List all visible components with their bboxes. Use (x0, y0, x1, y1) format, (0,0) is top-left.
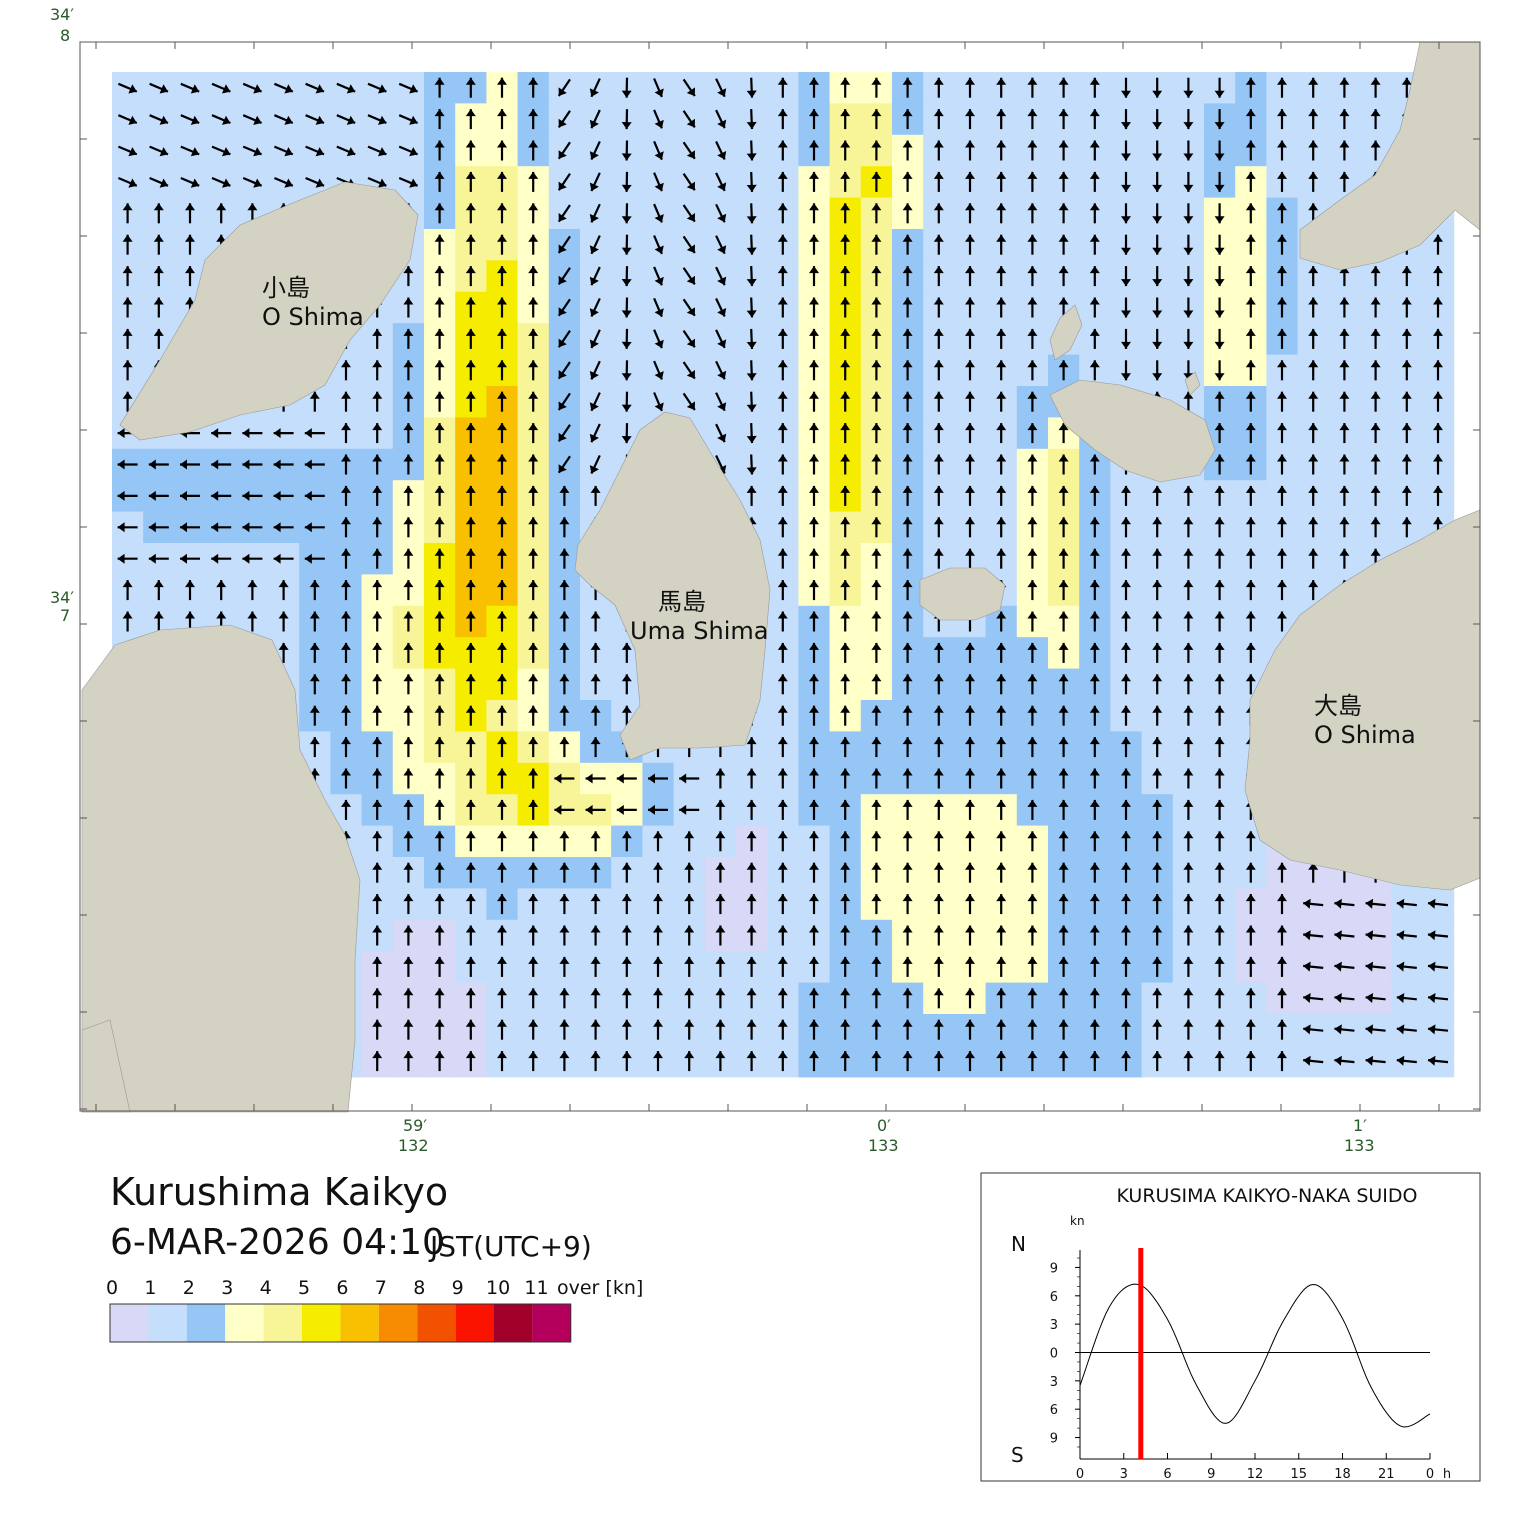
legend-label: 6 (336, 1277, 349, 1299)
islet-east-mid (1049, 379, 1216, 483)
legend-label: 3 (221, 1277, 234, 1299)
legend-swatch (455, 1304, 494, 1342)
legend-label: 10 (486, 1277, 511, 1299)
legend-swatch (148, 1304, 187, 1342)
lon-label-min: 59′ (403, 1116, 427, 1135)
legend-label: 11 (524, 1277, 549, 1299)
legend-label: 1 (144, 1277, 157, 1299)
legend-swatch (302, 1304, 341, 1342)
x-tick-label: 0 (1426, 1467, 1434, 1482)
legend-swatch (378, 1304, 418, 1342)
timezone: JST(UTC+9) (430, 1230, 592, 1263)
x-tick-label: 18 (1334, 1467, 1351, 1482)
x-tick-label: 0 (1076, 1467, 1084, 1482)
y-tick-label: 9 (1050, 1261, 1058, 1276)
lat-label-min: 8 (60, 26, 71, 45)
legend-swatch (417, 1304, 456, 1342)
map-title: Kurushima Kaikyo (110, 1170, 449, 1214)
legend-swatch (110, 1304, 149, 1342)
tide-chart-title: KURUSIMA KAIKYO-NAKA SUIDO (1116, 1185, 1417, 1207)
koshima-island (119, 181, 419, 441)
legend-label: 2 (182, 1277, 195, 1299)
legend-label: 5 (298, 1277, 311, 1299)
x-tick-label: 15 (1290, 1467, 1307, 1482)
umashima-island (574, 411, 771, 761)
y-tick-label: 3 (1050, 1375, 1058, 1390)
lon-label-min: 0′ (877, 1116, 891, 1135)
lon-label-min: 1′ (1353, 1116, 1367, 1135)
x-tick-label: 6 (1163, 1467, 1171, 1482)
legend-label: 9 (451, 1277, 464, 1299)
legend-label: 8 (413, 1277, 426, 1299)
south-label: S (1011, 1443, 1024, 1467)
koshima-label: 小島 O Shima (262, 274, 364, 331)
umashima-label: 馬島 Uma Shima (630, 588, 769, 645)
small-islet-center (919, 567, 1006, 621)
x-tick-label: 9 (1207, 1467, 1215, 1482)
islet-northeast (1049, 304, 1083, 361)
x-tick-label: 3 (1120, 1467, 1128, 1482)
x-tick-label: 12 (1247, 1467, 1264, 1482)
north-label: N (1011, 1232, 1026, 1256)
y-tick-label: 3 (1050, 1318, 1058, 1333)
x-tick-label: 21 (1378, 1467, 1395, 1482)
tide-unit: kn (1070, 1214, 1085, 1228)
lon-label-deg: 133 (868, 1136, 899, 1155)
legend-swatch (263, 1304, 302, 1342)
y-tick-label: 9 (1050, 1432, 1058, 1447)
y-tick-label: 6 (1050, 1403, 1058, 1418)
legend-label: 4 (259, 1277, 272, 1299)
lat-label-deg: 34′ (50, 588, 74, 607)
legend-swatch (494, 1304, 533, 1342)
land-areas (81, 41, 1481, 1113)
legend-label: 0 (106, 1277, 119, 1299)
x-unit: h (1443, 1467, 1451, 1482)
tide-chart: KURUSIMA KAIKYO-NAKA SUIDO kn N S 9 6 3 0 3 6 9 0 3 6… (980, 1172, 1481, 1482)
oshima-label: 大島 O Shima (1314, 692, 1416, 749)
lat-label-min: 7 (60, 606, 71, 625)
lat-label-deg: 34′ (50, 5, 74, 24)
axis-ticks (80, 41, 1480, 1111)
datetime: 6-MAR-2026 04:10 (110, 1222, 445, 1263)
west-land-lower (81, 1019, 131, 1113)
legend-swatch (225, 1304, 264, 1342)
legend-over-label: over [kn] (557, 1277, 644, 1299)
tide-curve (1079, 1283, 1431, 1428)
lon-label-deg: 132 (398, 1136, 429, 1155)
legend-swatch (340, 1304, 379, 1342)
legend-label: 7 (374, 1277, 387, 1299)
legend-swatch (186, 1304, 226, 1342)
map-frame (79, 41, 1481, 1112)
lon-label-deg: 133 (1344, 1136, 1375, 1155)
speed-legend (109, 1303, 572, 1343)
legend-swatch (532, 1304, 571, 1342)
shikoku-west-land (81, 624, 361, 1113)
tiny-islet (1184, 371, 1201, 396)
y-tick-label: 0 (1050, 1347, 1058, 1362)
y-tick-label: 6 (1050, 1290, 1058, 1305)
